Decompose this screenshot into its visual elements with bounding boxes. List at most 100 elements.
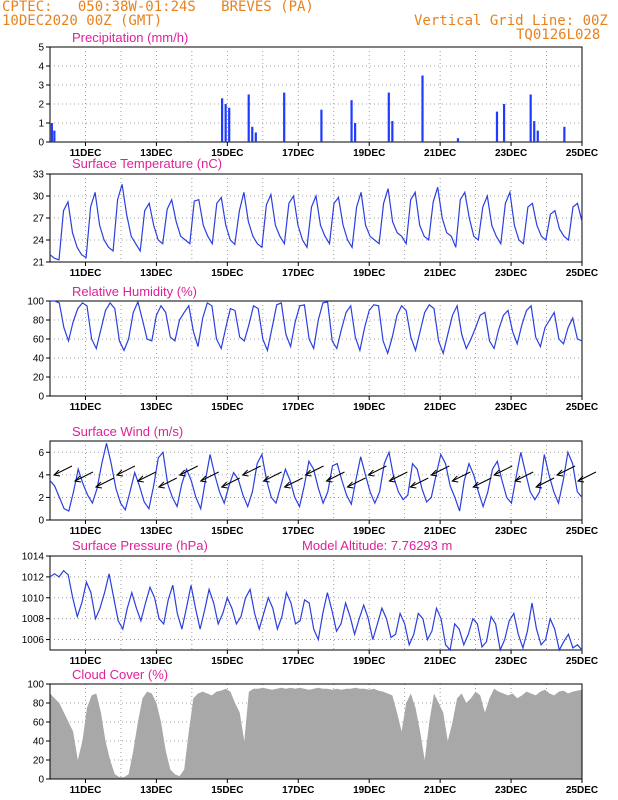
x-tick-label: 11DEC (70, 148, 102, 159)
header-line2-right: TQ0126L028 (516, 27, 601, 43)
y-tick-label: 1 (38, 119, 44, 130)
y-tick-label: 4 (38, 62, 44, 73)
header-line2-left: 10DEC2020 00Z (GMT) (2, 13, 163, 29)
wind-arrow-head (52, 469, 61, 477)
x-tick-label: 13DEC (140, 526, 172, 537)
wind-arrow (305, 465, 324, 476)
y-tick-label: 40 (33, 737, 45, 748)
y-tick-label: 20 (33, 373, 45, 384)
wind-arrow-head (430, 469, 438, 477)
wind-arrow-head (535, 481, 543, 489)
x-tick-label: 15DEC (211, 148, 243, 159)
y-tick-label: 33 (33, 170, 45, 181)
wind-arrow-head (576, 475, 585, 483)
y-tick-label: 40 (33, 354, 45, 365)
x-tick-label: 25DEC (566, 268, 598, 279)
y-tick-label: 20 (33, 756, 45, 767)
x-tick-label: 15DEC (211, 526, 243, 537)
wind-arrow (116, 465, 136, 476)
x-tick-label: 23DEC (495, 656, 527, 667)
y-tick-label: 1008 (22, 614, 45, 625)
precip-bar (536, 130, 539, 142)
x-tick-label: 21DEC (424, 268, 456, 279)
precip-bar (502, 104, 506, 142)
panel-frame (49, 46, 583, 143)
wind-arrow (242, 465, 261, 476)
panel-4: 1006 1008 1010 1012 1014 11DEC 13DEC 15DEC 17DEC… (22, 538, 598, 667)
wind-arrow-head (178, 469, 186, 477)
precip-bar (421, 75, 424, 142)
y-tick-label: 30 (33, 192, 45, 203)
x-tick-label: 23DEC (495, 785, 527, 796)
x-tick-label: 19DEC (353, 785, 385, 796)
wind-arrow-head (388, 475, 396, 483)
wind-arrow (53, 465, 73, 476)
x-tick-label: 13DEC (140, 148, 172, 159)
y-tick-label: 2 (38, 100, 44, 111)
x-tick-label: 21DEC (424, 148, 456, 159)
panel-3: 0 2 4 6 11DEC 13DEC 15DEC 17DEC 19DEC 21DEC 23DEC 2… (38, 424, 598, 537)
wind-arrow-head (199, 475, 207, 483)
x-tick-label: 15DEC (211, 268, 243, 279)
y-tick-label: 24 (33, 236, 45, 247)
precip-bar (254, 132, 257, 142)
y-tick-label: 6 (38, 448, 44, 459)
wind-arrow-head (367, 469, 375, 477)
series-line (49, 569, 583, 653)
y-tick-label: 80 (33, 699, 45, 710)
wind-arrow-head (555, 469, 564, 477)
y-tick-label: 1012 (22, 572, 45, 583)
panel-title: Relative Humidity (%) (72, 284, 197, 299)
precip-bar (456, 138, 460, 142)
y-tick-label: 3 (38, 81, 44, 92)
x-tick-label: 11DEC (70, 268, 102, 279)
wind-arrow (200, 471, 219, 482)
panel-title: Surface Pressure (hPa) (72, 538, 208, 553)
y-tick-label: 4 (38, 470, 44, 481)
wind-arrow-head (472, 481, 480, 489)
precip-bar (283, 92, 286, 142)
wind-arrow-head (73, 475, 82, 483)
wind-arrow (158, 477, 178, 488)
wind-arrow (577, 471, 597, 482)
y-tick-label: 0 (38, 392, 44, 403)
x-tick-label: 25DEC (566, 526, 598, 537)
x-tick-label: 11DEC (70, 526, 102, 537)
x-tick-label: 13DEC (140, 268, 172, 279)
precip-bar (221, 98, 224, 142)
precip-bar (529, 94, 532, 142)
y-tick-label: 100 (27, 297, 44, 308)
x-tick-label: 19DEC (353, 402, 385, 413)
wind-arrow-head (283, 481, 291, 489)
header-line1-left: CPTEC: 050:38W-01:24S BREVES (PA) (2, 0, 314, 15)
x-tick-label: 21DEC (424, 402, 456, 413)
wind-arrow (410, 477, 429, 488)
x-tick-label: 23DEC (495, 526, 527, 537)
wind-arrow (493, 465, 513, 476)
panel-0: 0 1 2 3 4 5 11DEC 13DEC 15DEC 17DEC 19DEC 21DEC 23DE… (38, 30, 598, 159)
y-tick-label: 27 (33, 214, 45, 225)
wind-arrow (556, 465, 576, 476)
precip-bar (495, 111, 499, 142)
x-tick-label: 17DEC (282, 148, 314, 159)
y-tick-label: 60 (33, 335, 45, 346)
x-tick-label: 21DEC (424, 526, 456, 537)
wind-arrow (263, 471, 282, 482)
x-tick-label: 15DEC (211, 656, 243, 667)
x-tick-label: 15DEC (211, 785, 243, 796)
x-tick-label: 11DEC (70, 402, 102, 413)
wind-arrow-head (157, 481, 165, 489)
x-tick-label: 23DEC (495, 268, 527, 279)
series-line (49, 443, 583, 512)
y-tick-label: 1006 (22, 635, 45, 646)
wind-arrow (74, 471, 94, 482)
wind-arrow-head (262, 475, 270, 483)
panel-1: 21 24 27 30 33 11DEC 13DEC 15DEC 17DEC 19DEC 21DEC… (33, 156, 598, 279)
wind-arrow (514, 471, 534, 482)
precip-bar (354, 123, 357, 142)
y-tick-label: 100 (27, 680, 44, 691)
wind-arrow (472, 477, 492, 488)
wind-arrow-head (115, 469, 123, 477)
precip-bar (53, 130, 56, 142)
x-tick-label: 19DEC (353, 268, 385, 279)
